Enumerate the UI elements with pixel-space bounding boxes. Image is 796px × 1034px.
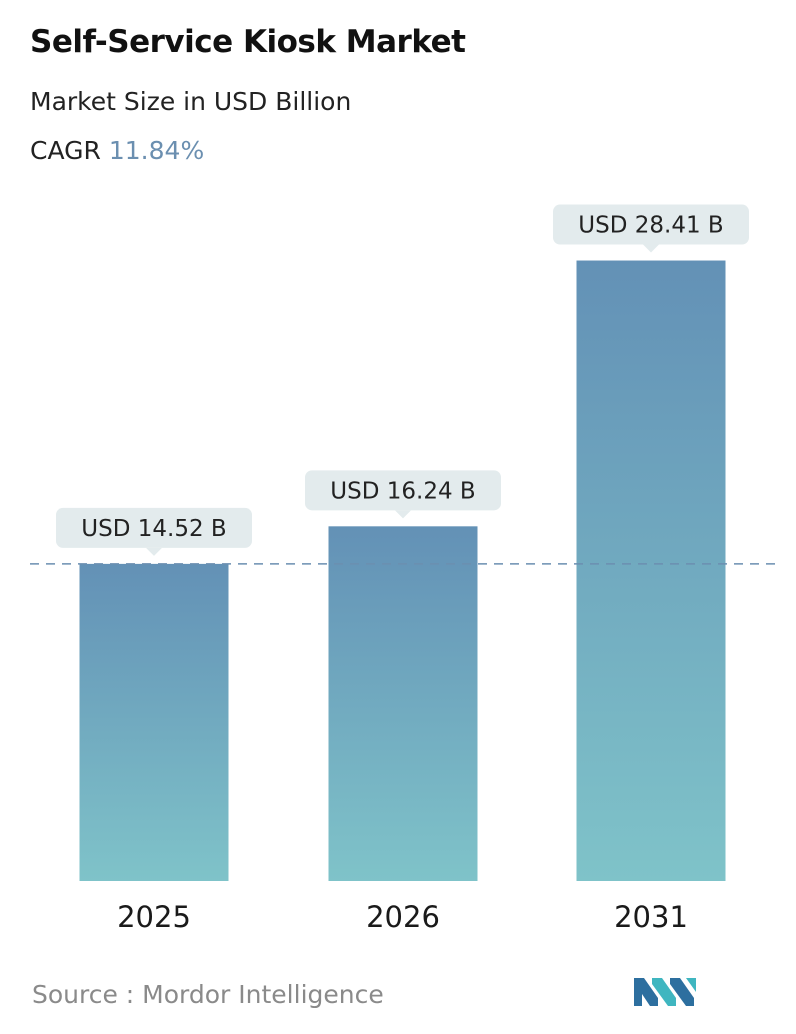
x-tick-2031: 2031 <box>614 900 688 934</box>
chart-title: Self-Service Kiosk Market <box>30 24 466 60</box>
bar-2031 <box>576 260 726 881</box>
cagr-label: CAGR <box>30 136 101 165</box>
x-tick-2025: 2025 <box>117 900 191 934</box>
mordor-intelligence-logo <box>634 978 696 1006</box>
data-label-text: USD 14.52 B <box>81 516 226 542</box>
data-label-2026: USD 16.24 B <box>305 470 501 519</box>
cagr-row: CAGR 11.84% <box>30 136 204 165</box>
cagr-value: 11.84% <box>108 136 205 165</box>
chart-subtitle: Market Size in USD Billion <box>30 87 352 116</box>
source-text: Source : Mordor Intelligence <box>32 980 384 1009</box>
x-tick-2026: 2026 <box>366 900 440 934</box>
bar-2026 <box>328 526 478 881</box>
bar-chart: USD 14.52 B USD 16.24 B USD 28.41 B 2025 20… <box>30 204 782 934</box>
bar-2025 <box>79 563 229 881</box>
data-label-text: USD 16.24 B <box>330 478 475 504</box>
data-label-2025: USD 14.52 B <box>56 507 252 556</box>
data-label-text: USD 28.41 B <box>578 213 723 239</box>
data-label-2031: USD 28.41 B <box>553 204 749 253</box>
